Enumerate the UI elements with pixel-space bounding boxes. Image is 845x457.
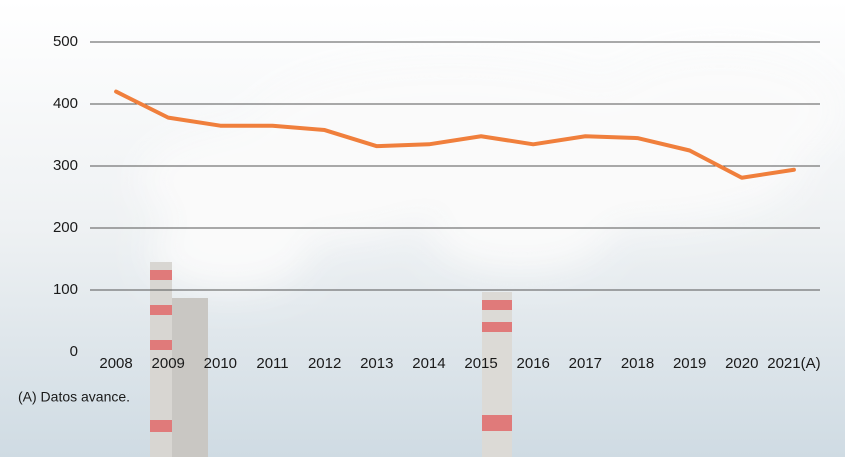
x-tick-label: 2010: [204, 355, 237, 372]
y-tick-label: 300: [53, 157, 78, 174]
y-tick-label: 500: [53, 33, 78, 50]
x-tick-label: 2018: [621, 355, 654, 372]
x-tick-label: 2021(A): [767, 355, 820, 372]
y-tick-label: 0: [70, 343, 78, 360]
y-tick-label: 100: [53, 281, 78, 298]
x-tick-label: 2011: [256, 355, 288, 372]
footnote: (A) Datos avance.: [18, 389, 130, 405]
smoke: [140, 50, 840, 290]
chimneys: [150, 262, 512, 457]
x-tick-label: 2020: [725, 355, 758, 372]
x-tick-label: 2012: [308, 355, 341, 372]
x-tick-label: 2015: [464, 355, 497, 372]
data-line: [114, 89, 796, 180]
x-tick-label: 2019: [673, 355, 706, 372]
x-tick-label: 2013: [360, 355, 393, 372]
x-tick-label: 2009: [152, 355, 185, 372]
x-tick-label: 2017: [569, 355, 602, 372]
x-tick-label: 2014: [412, 355, 445, 372]
y-tick-label: 200: [53, 219, 78, 236]
y-tick-label: 400: [53, 95, 78, 112]
x-tick-label: 2008: [99, 355, 132, 372]
x-tick-label: 2016: [517, 355, 550, 372]
